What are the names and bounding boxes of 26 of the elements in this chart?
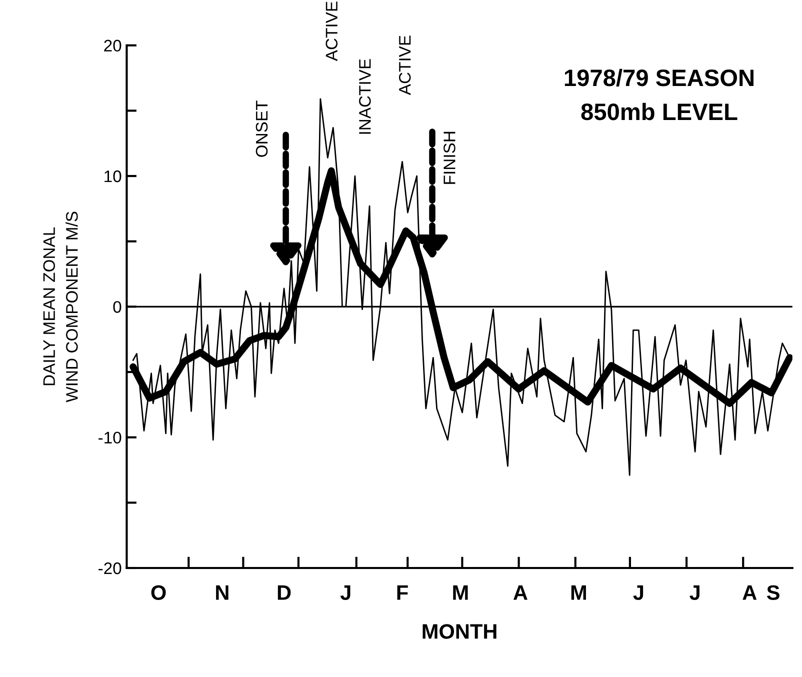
- x-tick-label: A: [513, 585, 528, 600]
- x-tick-label: A: [742, 585, 757, 600]
- annotation: ONSET: [256, 100, 268, 157]
- annotation: INACTIVE: [359, 59, 371, 134]
- x-tick-label: N: [216, 585, 228, 600]
- annotation: ACTIVE: [398, 36, 411, 96]
- y-tick-label: 10: [104, 170, 122, 182]
- x-tick-label: M: [453, 585, 468, 600]
- x-tick-label: J: [690, 585, 700, 600]
- y-axis-title: DAILY MEAN ZONAL WIND COMPONENT M/S: [43, 212, 78, 402]
- x-tick-label: J: [340, 585, 350, 600]
- text: 1978/79 SEASON: [564, 68, 754, 86]
- x-axis-title: MONTH: [422, 624, 496, 639]
- y-tick-label: -20: [98, 562, 122, 574]
- annotation: ACTIVE: [326, 2, 338, 62]
- x-tick-label: O: [151, 585, 166, 600]
- x-tick-label: M: [571, 585, 586, 600]
- y-tick-label: 0: [113, 301, 122, 313]
- annotation: FINISH: [444, 132, 456, 184]
- x-tick-label: D: [278, 585, 291, 600]
- text: 850mb LEVEL: [581, 102, 738, 120]
- x-tick-label: F: [397, 585, 408, 600]
- x-tick-label: S: [766, 585, 780, 600]
- y-tick-label: 20: [104, 40, 122, 52]
- y-tick-label: -10: [98, 432, 122, 444]
- x-tick-label: J: [633, 585, 644, 600]
